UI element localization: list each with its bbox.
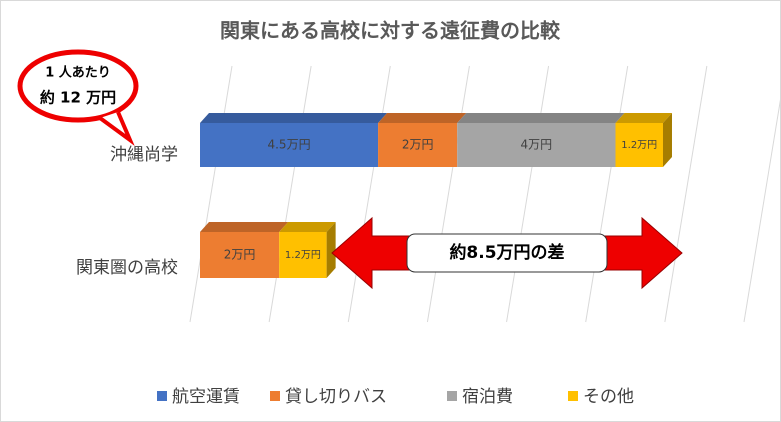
- callout-tail: [98, 111, 135, 146]
- callout-text: 1 人あたり: [45, 65, 111, 81]
- callout-text: 約 12 万円: [40, 89, 116, 107]
- callout: [17, 49, 139, 123]
- bar-side: [662, 113, 672, 167]
- bar: [200, 232, 280, 278]
- bar: [200, 123, 379, 167]
- bar: [615, 123, 663, 167]
- difference-box: [406, 233, 608, 273]
- legend-swatch: [447, 391, 457, 401]
- grid-line: [189, 65, 233, 323]
- difference-text: 約8.5万円の差: [449, 242, 564, 263]
- value-label: 2万円: [224, 248, 256, 262]
- legend-label: 航空運賃: [172, 387, 240, 407]
- grid-line: [585, 65, 629, 323]
- legend-swatch: [270, 391, 280, 401]
- grid-line: [347, 65, 391, 323]
- legend-swatch: [568, 391, 578, 401]
- legend-label: 貸し切りバス: [285, 387, 387, 407]
- bar-top: [378, 113, 467, 123]
- bar: [378, 123, 458, 167]
- value-label: 1.2万円: [621, 140, 657, 151]
- legend-swatch: [157, 391, 167, 401]
- y-tick-label: 沖縄尚学: [110, 145, 178, 165]
- bar: [457, 123, 616, 167]
- legend-label: 宿泊費: [462, 387, 513, 407]
- value-label: 1.2万円: [285, 250, 321, 261]
- bar-top: [200, 113, 388, 123]
- chart-title: 関東にある高校に対する遠征費の比較: [220, 19, 561, 43]
- bar: [279, 232, 327, 278]
- grid-line: [426, 65, 470, 323]
- grid-line: [664, 65, 708, 323]
- grid-line: [268, 65, 312, 323]
- legend-label: その他: [583, 387, 634, 407]
- value-label: 2万円: [402, 138, 434, 152]
- grid-line: [743, 93, 781, 323]
- grid-line: [506, 65, 550, 323]
- value-label: 4.5万円: [267, 138, 310, 152]
- y-tick-label: 関東圏の高校: [76, 258, 178, 278]
- bar-top: [279, 222, 336, 232]
- bar-top: [457, 113, 625, 123]
- bar-top: [200, 222, 289, 232]
- bar-top: [615, 113, 672, 123]
- value-label: 4万円: [521, 138, 553, 152]
- bar-side: [326, 222, 336, 278]
